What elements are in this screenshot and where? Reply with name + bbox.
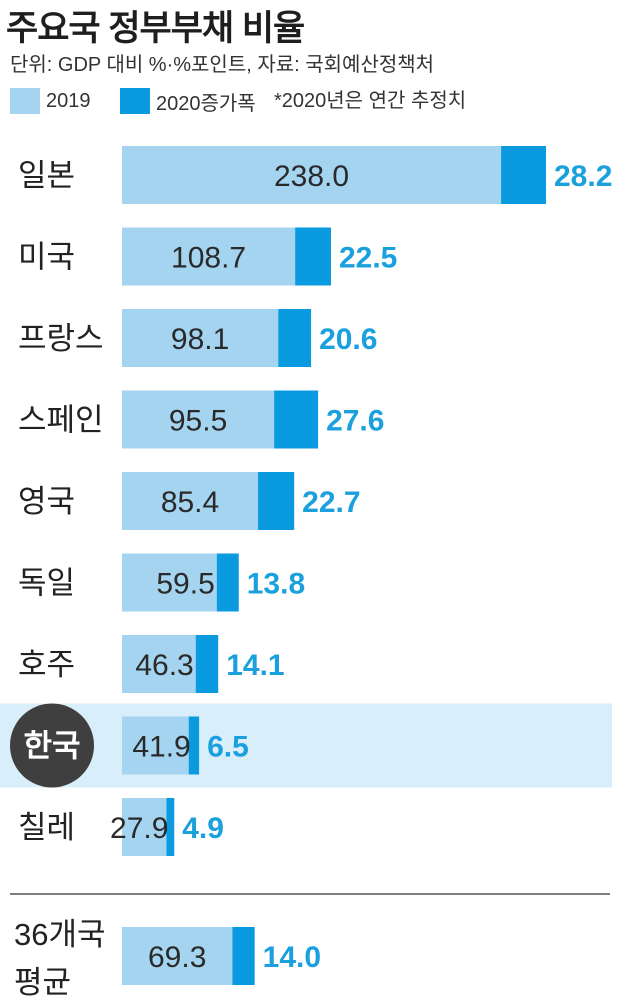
category-label: 칠레 <box>18 810 75 845</box>
value-label-2019: 95.5 <box>169 405 227 438</box>
value-label-increase: 14.1 <box>226 649 284 682</box>
category-label: 일본 <box>18 158 75 193</box>
legend-swatch-increase <box>120 88 150 114</box>
value-label-2019: 46.3 <box>135 649 193 682</box>
value-label-increase: 13.8 <box>247 568 305 601</box>
value-label-increase: 6.5 <box>207 731 249 764</box>
category-label-line1: 36개국 <box>14 917 106 952</box>
value-label-increase: 22.7 <box>302 486 360 519</box>
bar-2019-2 <box>122 309 279 367</box>
value-label-2019: 85.4 <box>161 486 219 519</box>
bar-2019-9 <box>122 927 233 985</box>
category-label: 영국 <box>18 484 75 519</box>
category-label-line2: 평균 <box>14 965 71 996</box>
bar-increase-9 <box>232 927 255 985</box>
chart-subtitle: 단위: GDP 대비 %·%포인트, 자료: 국회예산정책처 <box>10 54 435 76</box>
value-label-increase: 27.6 <box>326 405 384 438</box>
bar-2019-0 <box>122 146 502 204</box>
bar-increase-5 <box>216 553 239 612</box>
bar-2019-7 <box>122 716 189 775</box>
category-label: 미국 <box>18 240 75 275</box>
category-label-highlight: 한국 <box>23 729 80 764</box>
bar-2019-1 <box>122 227 296 286</box>
bar-increase-7 <box>188 716 200 775</box>
value-label-increase: 28.2 <box>554 160 612 193</box>
category-label: 독일 <box>18 566 75 601</box>
category-label: 프랑스 <box>18 321 104 356</box>
chart-title: 주요국 정부부채 비율 <box>6 9 305 48</box>
bar-increase-2 <box>278 309 312 367</box>
value-label-increase: 4.9 <box>182 812 224 845</box>
value-label-2019: 27.9 <box>110 812 168 845</box>
bar-increase-4 <box>258 472 295 530</box>
bar-increase-0 <box>501 146 546 204</box>
value-label-2019: 41.9 <box>132 731 190 764</box>
highlight-circle <box>10 703 94 788</box>
category-label: 호주 <box>18 647 75 682</box>
value-label-increase: 22.5 <box>339 242 397 275</box>
legend-note: *2020년은 연간 추정치 <box>274 90 467 112</box>
value-label-2019: 98.1 <box>171 323 229 356</box>
bar-2019-6 <box>122 635 196 693</box>
value-label-2019: 108.7 <box>171 242 246 275</box>
value-label-2019: 59.5 <box>156 568 214 601</box>
bar-2019-5 <box>122 553 217 612</box>
legend-swatch-2019 <box>10 88 40 114</box>
bar-increase-3 <box>274 390 319 449</box>
bar-2019-3 <box>122 390 275 449</box>
legend-label-2019: 2019 <box>46 89 91 112</box>
legend-item-2019: 2019 <box>10 84 91 118</box>
bar-increase-8 <box>166 798 175 856</box>
bar-increase-6 <box>195 635 219 693</box>
value-label-2019: 238.0 <box>274 160 349 193</box>
legend-item-increase: 2020증가폭 <box>120 84 256 118</box>
highlight-band <box>0 703 612 788</box>
bar-2019-4 <box>122 472 259 530</box>
bar-increase-1 <box>295 227 331 286</box>
value-label-increase: 20.6 <box>319 323 377 356</box>
value-label-increase: 14.0 <box>263 941 321 974</box>
legend-label-increase: 2020증가폭 <box>156 92 256 115</box>
value-label-2019: 69.3 <box>148 941 206 974</box>
category-label: 스페인 <box>18 403 104 438</box>
bar-2019-8 <box>122 798 167 856</box>
